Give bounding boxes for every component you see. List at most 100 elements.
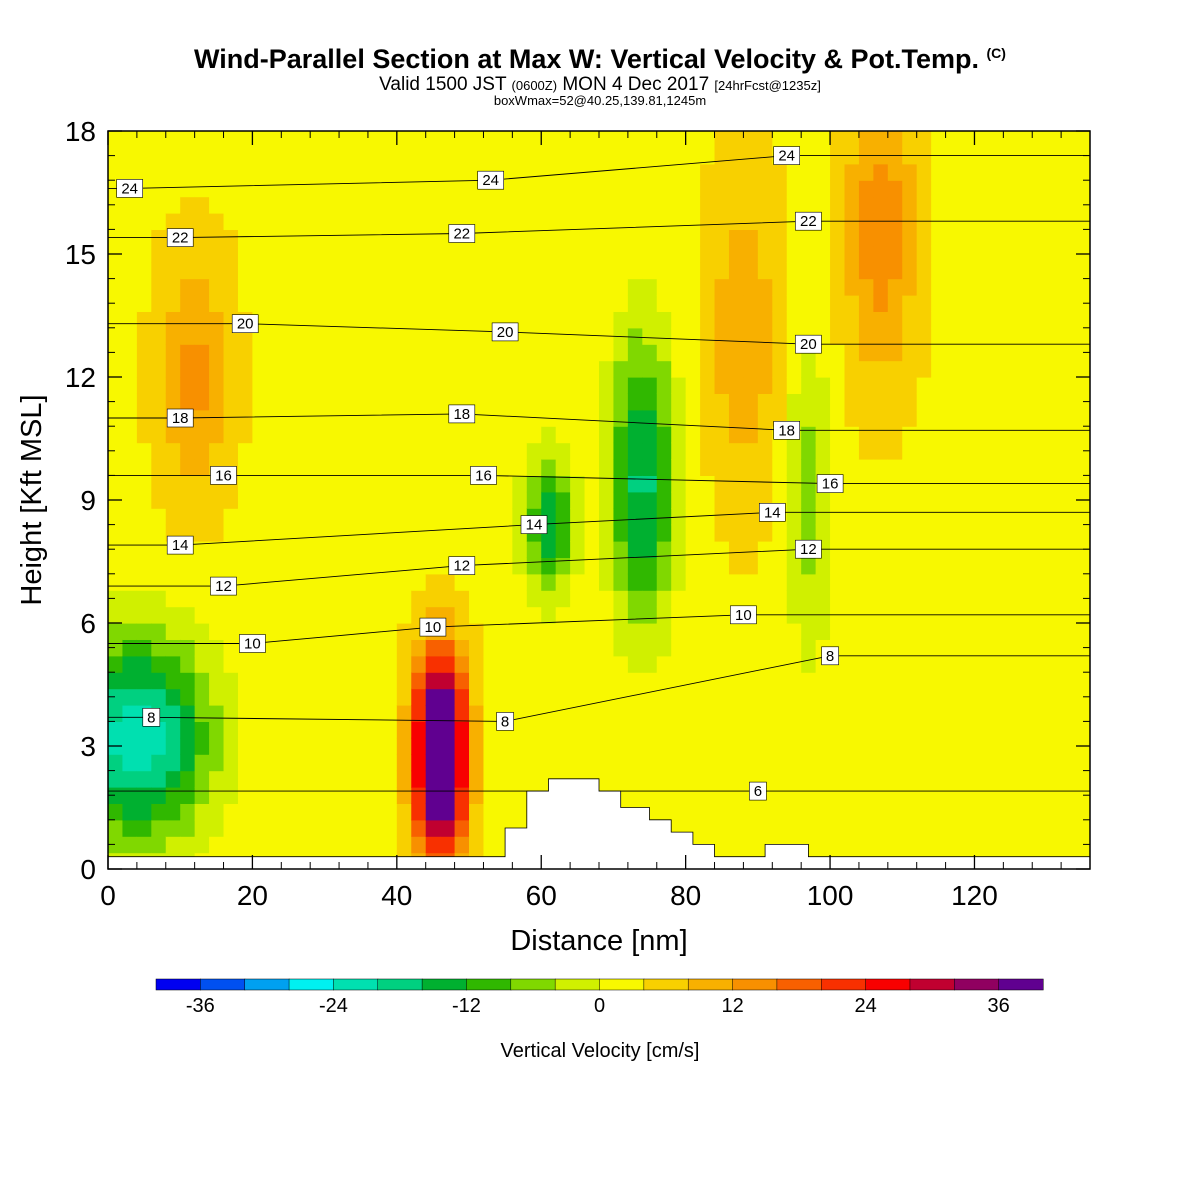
velocity-cell: [858, 131, 874, 148]
velocity-cell: [772, 737, 788, 755]
velocity-cell: [858, 573, 874, 591]
velocity-cell: [266, 180, 282, 198]
velocity-cell: [786, 442, 802, 460]
velocity-cell: [209, 737, 225, 755]
velocity-cell: [266, 295, 282, 312]
velocity-cell: [1046, 295, 1062, 312]
velocity-cell: [786, 721, 802, 739]
velocity-cell: [671, 442, 687, 460]
theta-contour-label: 14: [758, 502, 786, 522]
velocity-cell: [858, 737, 874, 755]
velocity-cell: [165, 278, 181, 296]
velocity-cell: [988, 803, 1004, 821]
velocity-cell: [728, 163, 745, 181]
velocity-cell: [757, 163, 773, 181]
velocity-cell: [801, 655, 817, 673]
velocity-cell: [902, 590, 918, 608]
velocity-cell: [584, 721, 600, 739]
velocity-cell: [858, 721, 874, 739]
velocity-cell: [310, 131, 326, 148]
velocity-cell: [1046, 229, 1062, 247]
velocity-cell: [310, 688, 326, 706]
velocity-cell: [108, 655, 124, 673]
colorbar-swatch: [954, 978, 1000, 991]
velocity-cell: [743, 573, 759, 591]
velocity-cell: [266, 721, 282, 739]
velocity-cell: [367, 688, 383, 706]
velocity-cell: [960, 245, 976, 263]
velocity-cell: [685, 672, 701, 690]
velocity-cell: [310, 524, 326, 542]
velocity-cell: [136, 541, 152, 558]
velocity-cell: [757, 557, 773, 575]
velocity-cell: [252, 229, 268, 247]
velocity-cell: [396, 655, 412, 673]
svg-text:20: 20: [497, 324, 514, 341]
velocity-cell: [136, 573, 152, 591]
velocity-cell: [266, 590, 282, 608]
velocity-cell: [136, 672, 152, 690]
velocity-cell: [988, 459, 1004, 476]
velocity-cell: [367, 311, 383, 329]
velocity-cell: [599, 623, 615, 640]
velocity-cell: [988, 409, 1004, 427]
velocity-cell: [1075, 180, 1090, 198]
velocity-cell: [281, 705, 297, 722]
velocity-cell: [151, 688, 167, 706]
velocity-cell: [685, 770, 701, 788]
velocity-cell: [858, 803, 874, 821]
velocity-cell: [266, 327, 282, 345]
velocity-cell: [353, 295, 369, 312]
velocity-cell: [902, 754, 918, 772]
velocity-cell: [310, 393, 326, 411]
velocity-cell: [353, 639, 369, 657]
velocity-cell: [728, 705, 745, 722]
velocity-cell: [714, 459, 730, 476]
velocity-cell: [122, 524, 138, 542]
velocity-cell: [627, 163, 643, 181]
velocity-cell: [555, 344, 571, 362]
velocity-cell: [960, 737, 976, 755]
velocity-cell: [700, 606, 716, 624]
velocity-cell: [339, 147, 355, 165]
velocity-cell: [324, 508, 340, 526]
velocity-cell: [584, 295, 600, 312]
velocity-cell: [873, 491, 889, 509]
velocity-cell: [916, 557, 932, 575]
velocity-cell: [714, 770, 730, 788]
velocity-cell: [728, 573, 745, 591]
velocity-cell: [1061, 491, 1077, 509]
velocity-cell: [382, 344, 398, 362]
velocity-cell: [743, 491, 759, 509]
velocity-cell: [237, 491, 254, 509]
velocity-cell: [281, 590, 297, 608]
velocity-cell: [151, 360, 167, 378]
velocity-cell: [757, 213, 773, 230]
velocity-cell: [656, 131, 672, 148]
velocity-cell: [1017, 245, 1033, 263]
velocity-cell: [1061, 754, 1077, 772]
velocity-cell: [396, 836, 412, 854]
velocity-cell: [902, 278, 918, 296]
velocity-cell: [1061, 819, 1077, 837]
velocity-cell: [671, 590, 687, 608]
velocity-cell: [122, 491, 138, 509]
velocity-cell: [974, 524, 990, 542]
velocity-cell: [469, 541, 485, 558]
velocity-cell: [266, 459, 282, 476]
velocity-cell: [1032, 327, 1048, 345]
velocity-cell: [353, 180, 369, 198]
velocity-cell: [425, 344, 441, 362]
velocity-cell: [252, 442, 268, 460]
velocity-cell: [151, 180, 167, 198]
velocity-cell: [728, 245, 745, 263]
velocity-cell: [209, 508, 225, 526]
velocity-cell: [310, 541, 326, 558]
velocity-cell: [252, 245, 268, 263]
velocity-cell: [194, 311, 210, 329]
velocity-cell: [136, 213, 152, 230]
velocity-cell: [136, 524, 152, 542]
velocity-cell: [570, 147, 586, 165]
velocity-cell: [108, 196, 124, 214]
velocity-cell: [931, 672, 947, 690]
